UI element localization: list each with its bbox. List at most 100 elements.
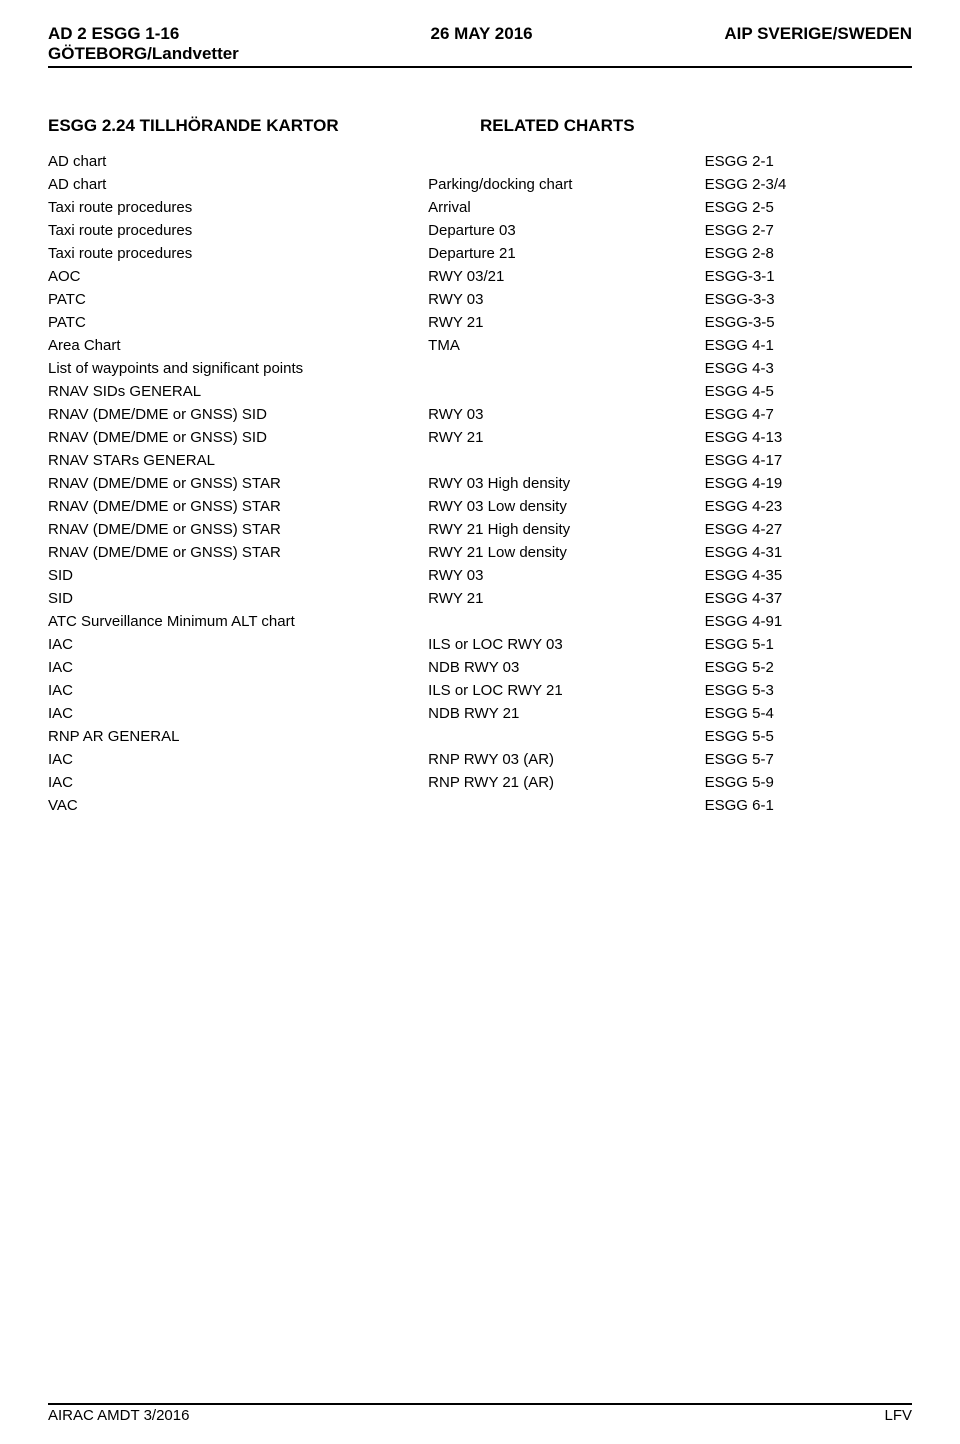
- table-row: AD chart ESGG 2-1: [48, 150, 912, 173]
- chart-name: Taxi route procedures: [48, 242, 428, 265]
- table-row: Area ChartTMAESGG 4-1: [48, 334, 912, 357]
- table-row: IACNDB RWY 03ESGG 5-2: [48, 656, 912, 679]
- table-row: AOCRWY 03/21ESGG-3-1: [48, 265, 912, 288]
- chart-detail: Parking/docking chart: [428, 173, 704, 196]
- chart-detail: RWY 21: [428, 311, 704, 334]
- chart-code: ESGG 4-13: [705, 426, 912, 449]
- chart-detail: NDB RWY 21: [428, 702, 704, 725]
- table-row: RNAV (DME/DME or GNSS) STARRWY 03 Low de…: [48, 495, 912, 518]
- chart-name: AD chart: [48, 150, 428, 173]
- table-row: Taxi route proceduresDeparture 21ESGG 2-…: [48, 242, 912, 265]
- chart-detail: RNP RWY 03 (AR): [428, 748, 704, 771]
- chart-name: RNP AR GENERAL: [48, 725, 428, 748]
- chart-name: RNAV (DME/DME or GNSS) SID: [48, 403, 428, 426]
- table-row: PATCRWY 03ESGG-3-3: [48, 288, 912, 311]
- chart-code: ESGG 4-23: [705, 495, 912, 518]
- chart-detail: [428, 725, 704, 748]
- chart-code: ESGG-3-3: [705, 288, 912, 311]
- chart-code: ESGG-3-1: [705, 265, 912, 288]
- chart-code: ESGG 4-1: [705, 334, 912, 357]
- section-title-en: RELATED CHARTS: [480, 116, 912, 136]
- chart-name: IAC: [48, 633, 428, 656]
- chart-detail: RWY 21 High density: [428, 518, 704, 541]
- chart-detail: [428, 449, 704, 472]
- chart-code: ESGG 6-1: [705, 794, 912, 817]
- chart-detail: ILS or LOC RWY 21: [428, 679, 704, 702]
- chart-code: ESGG 4-35: [705, 564, 912, 587]
- chart-name: SID: [48, 587, 428, 610]
- chart-code: ESGG 4-3: [705, 357, 912, 380]
- chart-detail: [428, 794, 704, 817]
- chart-detail: TMA: [428, 334, 704, 357]
- chart-detail: RWY 21: [428, 587, 704, 610]
- chart-code: ESGG 4-7: [705, 403, 912, 426]
- table-row: SIDRWY 03ESGG 4-35: [48, 564, 912, 587]
- table-row: RNAV (DME/DME or GNSS) SIDRWY 03ESGG 4-7: [48, 403, 912, 426]
- chart-name: ATC Surveillance Minimum ALT chart: [48, 610, 428, 633]
- table-row: Taxi route proceduresArrivalESGG 2-5: [48, 196, 912, 219]
- chart-detail: [428, 357, 704, 380]
- table-row: VAC ESGG 6-1: [48, 794, 912, 817]
- header-publication: AIP SVERIGE/SWEDEN: [724, 24, 912, 64]
- table-row: RNP AR GENERALESGG 5-5: [48, 725, 912, 748]
- chart-code: ESGG 2-8: [705, 242, 912, 265]
- chart-code: ESGG 4-5: [705, 380, 912, 403]
- table-row: RNAV STARs GENERALESGG 4-17: [48, 449, 912, 472]
- chart-detail: Departure 21: [428, 242, 704, 265]
- header-date: 26 MAY 2016: [239, 24, 725, 64]
- header-code: AD 2 ESGG 1-16: [48, 24, 239, 44]
- chart-code: ESGG 4-17: [705, 449, 912, 472]
- chart-code: ESGG 2-1: [705, 150, 912, 173]
- table-row: IACRNP RWY 03 (AR)ESGG 5-7: [48, 748, 912, 771]
- chart-detail: RWY 03 Low density: [428, 495, 704, 518]
- section-title-sv: ESGG 2.24 TILLHÖRANDE KARTOR: [48, 116, 480, 136]
- chart-name: RNAV (DME/DME or GNSS) STAR: [48, 518, 428, 541]
- chart-detail: ILS or LOC RWY 03: [428, 633, 704, 656]
- chart-name: RNAV SIDs GENERAL: [48, 380, 428, 403]
- chart-name: IAC: [48, 771, 428, 794]
- chart-detail: RWY 21 Low density: [428, 541, 704, 564]
- chart-name: Area Chart: [48, 334, 428, 357]
- table-row: AD chartParking/docking chartESGG 2-3/4: [48, 173, 912, 196]
- chart-name: VAC: [48, 794, 428, 817]
- chart-code: ESGG 2-7: [705, 219, 912, 242]
- chart-name: RNAV (DME/DME or GNSS) STAR: [48, 472, 428, 495]
- chart-name: AD chart: [48, 173, 428, 196]
- chart-code: ESGG 2-5: [705, 196, 912, 219]
- section-title: ESGG 2.24 TILLHÖRANDE KARTOR RELATED CHA…: [48, 116, 912, 136]
- chart-detail: RWY 03/21: [428, 265, 704, 288]
- chart-code: ESGG 5-1: [705, 633, 912, 656]
- chart-detail: [428, 150, 704, 173]
- chart-detail: RWY 03: [428, 403, 704, 426]
- table-row: ATC Surveillance Minimum ALT chart ESGG 4…: [48, 610, 912, 633]
- chart-name: RNAV (DME/DME or GNSS) STAR: [48, 541, 428, 564]
- footer-amdt: AIRAC AMDT 3/2016: [48, 1407, 189, 1424]
- chart-detail: Departure 03: [428, 219, 704, 242]
- chart-code: ESGG 5-4: [705, 702, 912, 725]
- chart-listing-table: AD chartESGG 2-1AD chartParking/docking …: [48, 150, 912, 817]
- footer-org: LFV: [884, 1407, 912, 1424]
- chart-name: PATC: [48, 311, 428, 334]
- chart-name: RNAV (DME/DME or GNSS) SID: [48, 426, 428, 449]
- table-row: RNAV SIDs GENERAL ESGG 4-5: [48, 380, 912, 403]
- chart-detail: Arrival: [428, 196, 704, 219]
- chart-detail: RWY 21: [428, 426, 704, 449]
- table-row: RNAV (DME/DME or GNSS) STARRWY 21 Low de…: [48, 541, 912, 564]
- chart-detail: RNP RWY 21 (AR): [428, 771, 704, 794]
- chart-name: IAC: [48, 748, 428, 771]
- chart-code: ESGG 5-2: [705, 656, 912, 679]
- table-row: IACNDB RWY 21ESGG 5-4: [48, 702, 912, 725]
- chart-detail: [428, 380, 704, 403]
- chart-name: IAC: [48, 679, 428, 702]
- chart-code: ESGG 4-91: [705, 610, 912, 633]
- table-row: RNAV (DME/DME or GNSS) STARRWY 21 High d…: [48, 518, 912, 541]
- chart-name: IAC: [48, 702, 428, 725]
- chart-code: ESGG 4-37: [705, 587, 912, 610]
- chart-name: RNAV (DME/DME or GNSS) STAR: [48, 495, 428, 518]
- chart-code: ESGG 5-7: [705, 748, 912, 771]
- table-row: SIDRWY 21ESGG 4-37: [48, 587, 912, 610]
- table-row: Taxi route proceduresDeparture 03ESGG 2-…: [48, 219, 912, 242]
- chart-code: ESGG 4-19: [705, 472, 912, 495]
- chart-code: ESGG-3-5: [705, 311, 912, 334]
- chart-name: Taxi route procedures: [48, 219, 428, 242]
